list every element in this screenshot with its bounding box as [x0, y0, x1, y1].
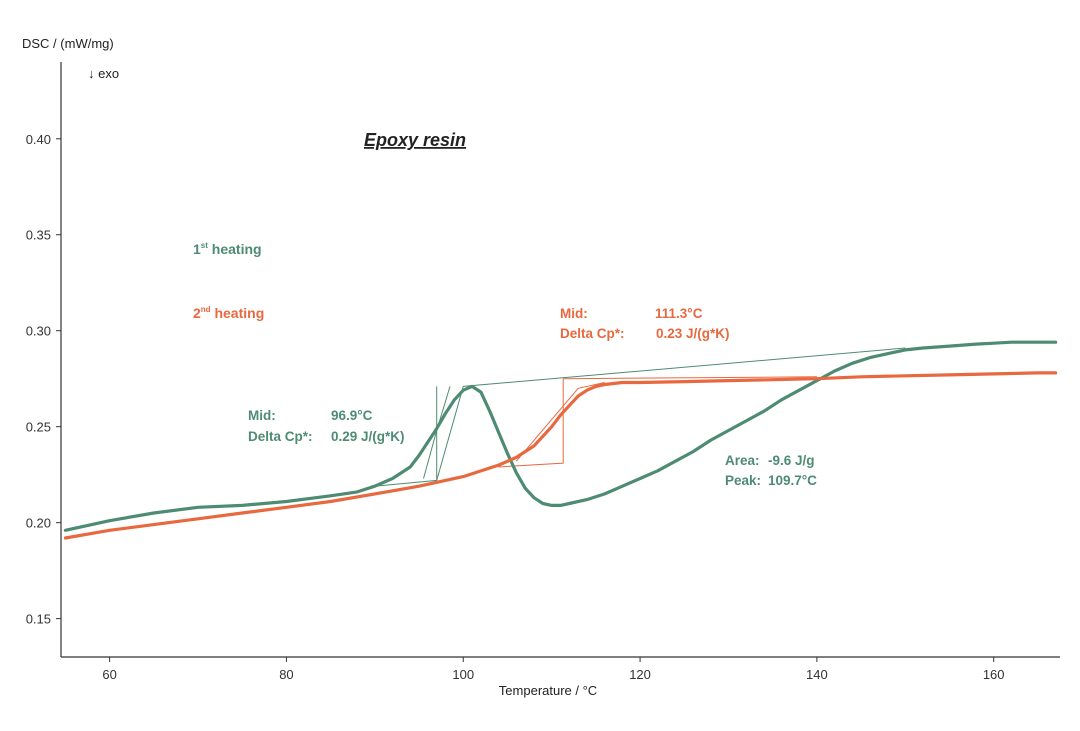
chart-title: Epoxy resin [364, 130, 466, 150]
y-tick-label: 0.15 [26, 612, 51, 627]
x-tick-label: 120 [629, 667, 651, 682]
annotation-second-dcp-label: Delta Cp*: [560, 326, 625, 341]
series-line-second-heating [63, 371, 1058, 540]
tick-layer: 60 80 100 120 140 160 0.15 0.20 0.25 0.30 0.35 0.40 [26, 132, 1005, 682]
construction-line [515, 382, 605, 462]
construction-lines [374, 347, 906, 487]
x-tick-label: 60 [102, 667, 116, 682]
annotation-first-dcp-value: 0.29 J/(g*K) [331, 429, 405, 444]
annotation-area-value: -9.6 J/g [768, 453, 815, 468]
construction-line [563, 376, 817, 380]
y-tick-label: 0.35 [26, 228, 51, 243]
x-axis-title: Temperature / °C [499, 683, 597, 698]
annotation-first-mid-label: Mid: [248, 408, 276, 423]
construction-line [498, 378, 564, 468]
annotation-second-dcp-value: 0.23 J/(g*K) [656, 326, 730, 341]
legend-first-heating: 1st heating [193, 241, 262, 257]
annotation-first-dcp-label: Delta Cp*: [248, 429, 313, 444]
y-tick-label: 0.20 [26, 516, 51, 531]
annotation-area-label: Area: [725, 453, 760, 468]
annotation-second-mid-value: 111.3°C [655, 306, 703, 321]
annotation-peak-label: Peak: [725, 473, 761, 488]
x-tick-label: 80 [279, 667, 293, 682]
y-tick-label: 0.40 [26, 132, 51, 147]
annotation-second-mid-label: Mid: [560, 306, 588, 321]
annotation-first-mid-value: 96.9°C [331, 408, 373, 423]
x-tick-label: 100 [452, 667, 474, 682]
series-layer [63, 340, 1058, 540]
legend-second-heating: 2nd heating [193, 305, 264, 321]
y-axis-title: DSC / (mW/mg) [22, 36, 114, 51]
y-tick-label: 0.25 [26, 420, 51, 435]
exo-indicator: ↓ exo [88, 66, 119, 81]
y-tick-label: 0.30 [26, 324, 51, 339]
x-tick-label: 160 [983, 667, 1005, 682]
annotation-peak-value: 109.7°C [768, 473, 817, 488]
x-tick-label: 140 [806, 667, 828, 682]
series-line-first-heating [63, 340, 1058, 532]
construction-line [374, 347, 906, 487]
